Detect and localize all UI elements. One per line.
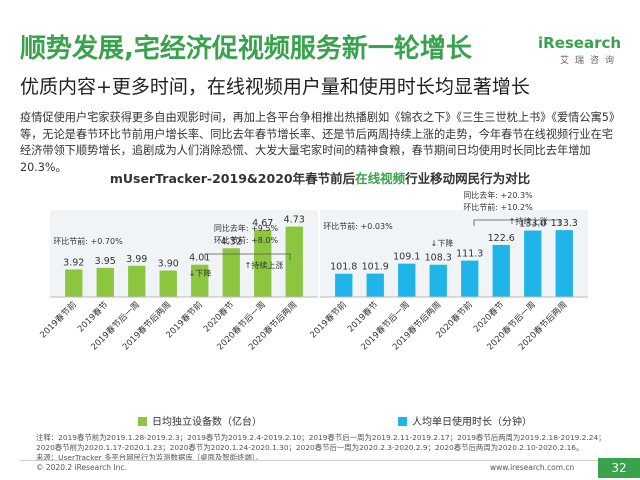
chart-0-bar	[159, 270, 177, 297]
legend-right: 人均单日使用时长（分钟）	[398, 413, 532, 428]
chart-1-value-label: 122.6	[488, 233, 515, 244]
chart-1-annotation: 环比节前: +10.2%	[463, 202, 533, 212]
chart-title-post: 行业移动网民行为对比	[405, 171, 531, 186]
chart-1-category-label: 2019春节前	[308, 299, 349, 340]
chart-0-value-label: 4.32	[221, 236, 242, 247]
chart-1-bar	[555, 230, 573, 297]
chart-0-value-label: 3.92	[63, 257, 84, 268]
chart-0-annotation: ↓下降	[189, 268, 212, 278]
chart-0-annotation: 环比节前: +0.70%	[53, 236, 123, 246]
chart-0-category-label: 2019春节前	[38, 299, 79, 340]
page-subheadline: 优质内容+更多时间，在线视频用户量和使用时长均显著增长	[20, 76, 530, 98]
chart-0-value-label: 3.99	[126, 254, 147, 265]
iresearch-logo: iResearch 艾瑞咨询	[538, 34, 624, 74]
chart-0-value-label: 4.67	[252, 218, 273, 229]
footnotes: 注释：2019春节前为2019.1.28-2019.2.3；2019春节为201…	[36, 433, 616, 463]
chart-1-annotation: ↓下降	[431, 238, 454, 248]
chart-0-value-label: 4.01	[189, 253, 210, 264]
chart-1-bar	[335, 273, 353, 297]
chart-1-bar	[398, 263, 416, 297]
chart-1-bar	[492, 244, 510, 297]
copyright-text: © 2020.2 iResearch Inc.	[36, 463, 127, 472]
chart-1-annotation: 环比节前: +0.03%	[323, 221, 393, 231]
chart-0-annotation: ↑持续上涨	[245, 260, 284, 270]
notes-text: 注释：2019春节前为2019.1.28-2019.2.3；2019春节为201…	[36, 433, 606, 452]
chart-0-annotation: 环比节前: +8.0%	[214, 235, 279, 245]
chart-0-value-label: 3.95	[95, 256, 116, 267]
chart-1-value-label: 109.1	[393, 252, 420, 263]
chart-0-bar	[285, 226, 303, 297]
chart-0-trend-bracket	[204, 253, 291, 260]
chart-0-bar	[128, 265, 146, 297]
chart-1-value-label: 108.3	[425, 253, 452, 264]
source-text: 来源：UserTracker 多平台网民行为监测数据库（桌面及智能终端）。	[36, 453, 263, 462]
chart-0-background	[50, 210, 318, 297]
chart-title-highlight: 在线视频	[355, 171, 406, 186]
chart-0-bar	[65, 269, 83, 297]
legend-left: 日均独立设备数（亿台）	[138, 413, 262, 428]
chart-title-pre: mUserTracker-2019&2020年春节前后	[109, 171, 356, 186]
chart-1-bar	[524, 230, 542, 297]
chart-1-annotation: ↑持续上涨	[509, 216, 548, 226]
chart-1-value-label: 101.8	[330, 262, 357, 273]
legend-swatch-duration	[398, 417, 407, 426]
chart-1-value-label: 133.0	[519, 219, 546, 230]
chart-0-bar	[96, 267, 114, 297]
legend-label-devices: 日均独立设备数（亿台）	[152, 417, 262, 428]
website-url[interactable]: www.iresearch.com.cn	[490, 463, 575, 472]
chart-0-bar	[222, 248, 240, 297]
chart-title: mUserTracker-2019&2020年春节前后在线视频行业移动网民行为对…	[0, 168, 640, 187]
logo-wordmark: iResearch	[538, 34, 622, 52]
chart-1-value-label: 101.9	[362, 262, 389, 273]
footer-divider	[20, 460, 620, 461]
chart-0-value-label: 4.73	[284, 215, 305, 226]
legend-swatch-devices	[138, 417, 147, 426]
chart-0-bar	[254, 229, 272, 297]
chart-1-background	[320, 210, 588, 297]
chart-0-bar	[191, 264, 209, 297]
chart-1-value-label: 111.3	[456, 249, 483, 260]
chart-1-bar	[366, 273, 384, 297]
chart-0-value-label: 3.90	[158, 259, 179, 270]
chart-1-trend-bracket	[473, 219, 561, 226]
chart-1-bar	[461, 260, 479, 297]
body-paragraph: 疫情促使用户宅家获得更多自由观影时间，再加上各平台争相推出热播剧如《锦衣之下》《…	[20, 111, 615, 174]
page-headline: 顺势发展,宅经济促视频服务新一轮增长	[20, 34, 472, 64]
logo-subtitle: 艾瑞咨询	[560, 56, 621, 66]
chart-1-annotation: 同比去年: +20.3%	[463, 190, 533, 200]
chart-1-value-label: 133.3	[551, 218, 578, 229]
chart-0-annotation: 同比去年: +9.5%	[214, 223, 279, 233]
page-number: 32	[598, 458, 640, 478]
chart-1-bar	[429, 264, 447, 297]
legend-label-duration: 人均单日使用时长（分钟）	[412, 417, 532, 428]
